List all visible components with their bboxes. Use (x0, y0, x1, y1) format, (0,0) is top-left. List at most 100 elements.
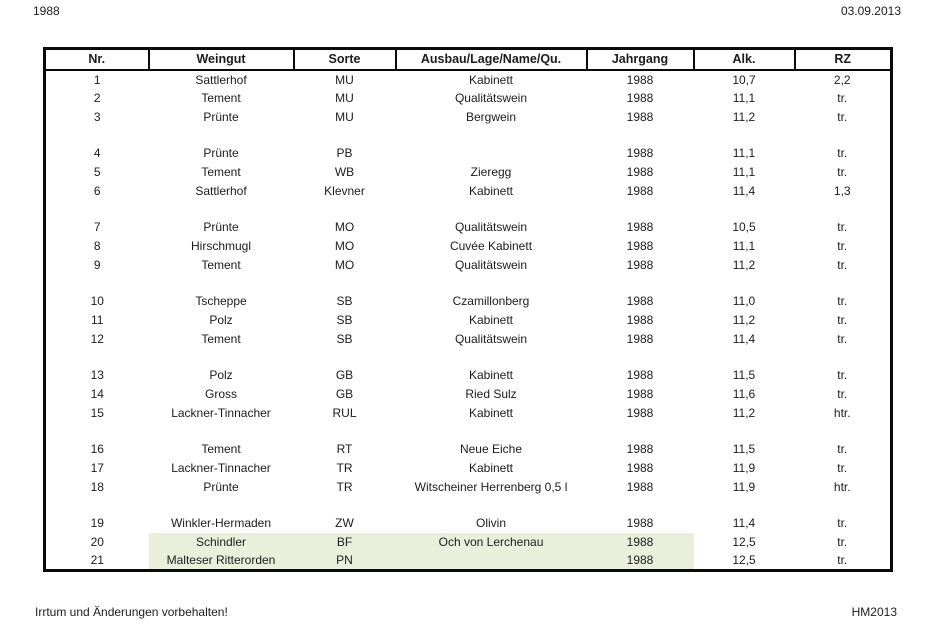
table-body: 1 Sattlerhof MU Kabinett 1988 10,7 2,2 2 Tement M… (45, 70, 892, 571)
table-row: 7 Prünte MO Qualitätswein 1988 10,5 tr. (45, 218, 892, 237)
cell-jahrgang: 1988 (586, 532, 694, 552)
cell-jahrgang: 1988 (626, 442, 654, 456)
cell-ausbau: Qualitätswein (454, 91, 528, 105)
table-row: 5 Tement WB Zieregg 1988 11,1 tr. (45, 163, 892, 182)
cell-ausbau (396, 144, 587, 163)
cell-weingut: Sattlerhof (195, 184, 247, 198)
cell-rz: tr. (837, 332, 848, 346)
cell-sorte: Klevner (324, 184, 365, 198)
cell-rz: htr. (833, 406, 851, 420)
spacer-row (45, 201, 892, 218)
cell-jahrgang: 1988 (626, 258, 654, 272)
cell-alk: 11,2 (732, 258, 756, 272)
cell-sorte: SB (336, 294, 353, 308)
page-year-label: 1988 (33, 4, 60, 18)
cell-alk: 12,5 (732, 553, 756, 568)
cell-weingut: Malteser Ritterorden (148, 551, 294, 571)
cell-nr: 1 (93, 72, 101, 87)
cell-ausbau: Kabinett (468, 406, 514, 420)
cell-nr: 18 (90, 480, 104, 494)
table-row: 6 Sattlerhof Klevner Kabinett 1988 11,4 1,3 (45, 182, 892, 201)
cell-jahrgang: 1988 (626, 332, 654, 346)
table-row: 19 Winkler-Hermaden ZW Olivin 1988 11,4 tr. (45, 514, 892, 533)
cell-rz: 1,3 (833, 184, 851, 198)
cell-jahrgang: 1988 (626, 220, 654, 234)
table-row: 2 Tement MU Qualitätswein 1988 11,1 tr. (45, 89, 892, 108)
cell-alk: 11,0 (732, 294, 756, 308)
cell-sorte: ZW (335, 516, 354, 530)
cell-rz: tr. (837, 387, 848, 401)
cell-ausbau: Zieregg (470, 165, 512, 179)
cell-alk: 10,7 (732, 72, 756, 87)
cell-nr: 13 (90, 368, 104, 382)
table-row: 8 Hirschmugl MO Cuvée Kabinett 1988 11,1 tr. (45, 237, 892, 256)
table-row: 10 Tscheppe SB Czamillonberg 1988 11,0 tr. (45, 292, 892, 311)
cell-ausbau: Och von Lerchenau (395, 532, 587, 552)
cell-ausbau: Czamillonberg (452, 294, 530, 308)
cell-ausbau: Neue Eiche (459, 442, 523, 456)
cell-alk: 11,4 (732, 516, 756, 530)
cell-jahrgang: 1988 (626, 480, 654, 494)
cell-alk: 11,9 (732, 461, 756, 475)
cell-weingut: Polz (209, 368, 233, 382)
cell-rz: tr. (837, 294, 848, 308)
cell-weingut: Tement (201, 332, 241, 346)
cell-alk: 11,4 (732, 184, 756, 198)
cell-jahrgang: 1988 (626, 184, 654, 198)
cell-weingut: Prünte (203, 480, 239, 494)
cell-rz: 2,2 (833, 72, 851, 87)
cell-jahrgang: 1988 (626, 165, 654, 179)
cell-nr: 16 (90, 442, 104, 456)
cell-ausbau: Qualitätswein (454, 258, 528, 272)
cell-weingut: Hirschmugl (190, 239, 251, 253)
column-header-3: Ausbau/Lage/Name/Qu. (394, 47, 588, 71)
cell-alk: 12,5 (732, 535, 756, 549)
cell-nr: 5 (93, 165, 101, 179)
cell-sorte: MO (334, 239, 355, 253)
cell-sorte: GB (335, 387, 354, 401)
disclaimer-label: Irrtum und Änderungen vorbehalten! (35, 605, 228, 619)
cell-nr: 9 (93, 258, 101, 272)
spacer-cell (45, 127, 892, 144)
spacer-cell (45, 497, 892, 514)
cell-jahrgang: 1988 (626, 72, 654, 87)
table-row: 18 Prünte TR Witscheiner Herrenberg 0,5 l 19… (45, 478, 892, 497)
cell-sorte: RT (336, 442, 353, 456)
column-header-0: Nr. (43, 47, 150, 71)
column-header-5: Alk. (692, 47, 796, 71)
cell-sorte: TR (336, 461, 353, 475)
table-row: 3 Prünte MU Bergwein 1988 11,2 tr. (45, 108, 892, 127)
cell-rz: tr. (837, 220, 848, 234)
table-row: 14 Gross GB Ried Sulz 1988 11,6 tr. (45, 385, 892, 404)
spacer-cell (45, 275, 892, 292)
cell-alk: 11,2 (732, 406, 756, 420)
spacer-cell (45, 423, 892, 440)
cell-weingut: Prünte (203, 220, 239, 234)
cell-sorte: PN (293, 551, 396, 571)
cell-rz: tr. (837, 535, 848, 549)
column-header-2: Sorte (292, 47, 397, 71)
cell-alk: 11,1 (732, 146, 756, 160)
cell-sorte: TR (336, 480, 353, 494)
cell-rz: tr. (837, 110, 848, 124)
cell-alk: 11,2 (732, 313, 756, 327)
cell-rz: tr. (837, 165, 848, 179)
wine-table: Nr. Weingut Sorte Ausbau/Lage/Name/Qu. Jahrg… (43, 47, 893, 572)
cell-nr: 8 (93, 239, 101, 253)
cell-sorte: RUL (332, 406, 357, 420)
cell-sorte: WB (334, 165, 355, 179)
cell-ausbau: Qualitätswein (454, 332, 528, 346)
column-header-4: Jahrgang (585, 47, 695, 71)
cell-alk: 10,5 (732, 220, 756, 234)
cell-alk: 11,1 (732, 91, 756, 105)
cell-alk: 11,6 (732, 387, 756, 401)
cell-weingut: Prünte (203, 146, 239, 160)
cell-rz: htr. (833, 480, 851, 494)
cell-ausbau: Kabinett (468, 72, 514, 87)
cell-weingut: Tscheppe (195, 294, 247, 308)
cell-weingut: Prünte (203, 110, 239, 124)
cell-jahrgang: 1988 (626, 461, 654, 475)
cell-nr: 12 (90, 332, 104, 346)
cell-nr: 15 (90, 406, 104, 420)
